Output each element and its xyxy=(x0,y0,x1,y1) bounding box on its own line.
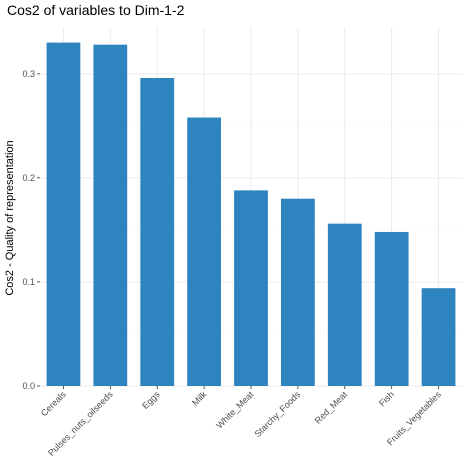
bar-white-meat xyxy=(234,190,268,386)
bar-eggs xyxy=(140,77,175,386)
y-axis: 0.0 0.1 0.2 0.3 xyxy=(22,69,40,391)
bar-fish xyxy=(374,231,409,386)
x-tick-label: Cereals xyxy=(39,389,68,418)
bar-red-meat xyxy=(327,223,362,386)
bar-milk xyxy=(187,117,221,387)
chart-title: Cos2 of variables to Dim-1-2 xyxy=(7,2,185,18)
y-axis-label: Cos2 - Quality of representation xyxy=(4,140,16,295)
bar-pulses-nuts-oilseeds xyxy=(93,44,128,387)
y-tick-label: 0.3 xyxy=(22,69,35,79)
x-tick-label: Fish xyxy=(377,389,396,408)
x-tick-label: Eggs xyxy=(140,389,162,411)
y-tick-label: 0.0 xyxy=(22,381,35,391)
x-tick-label: Milk xyxy=(190,389,209,408)
x-tick-label: White_Meat xyxy=(214,389,255,430)
x-tick-label: Red_Meat xyxy=(313,389,350,426)
bar-fruits-vegetables xyxy=(421,288,456,386)
y-tick-label: 0.1 xyxy=(22,277,35,287)
x-tick-label: Starchy_Foods xyxy=(252,389,302,439)
bar-cereals xyxy=(46,42,81,386)
y-tick-label: 0.2 xyxy=(22,173,35,183)
bars xyxy=(46,42,456,387)
bar-starchy-foods xyxy=(281,198,315,386)
